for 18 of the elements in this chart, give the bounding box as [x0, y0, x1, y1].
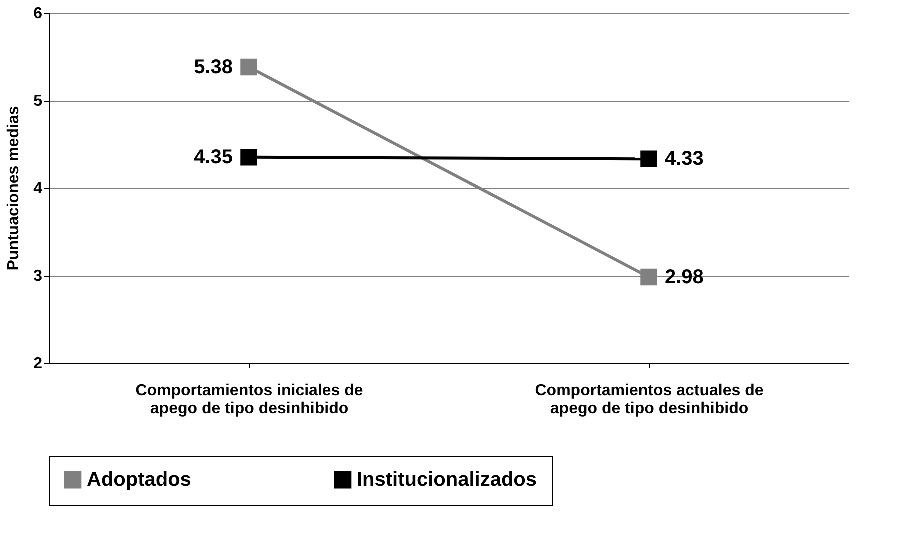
- y-tick-label: 4: [34, 180, 43, 198]
- y-tick-label: 3: [34, 268, 43, 285]
- legend-label: Institucionalizados: [357, 469, 538, 492]
- data-label: 5.38: [194, 56, 233, 78]
- legend-label: Adoptados: [87, 469, 192, 492]
- data-label: 4.33: [665, 148, 704, 170]
- y-tick-label: 6: [34, 6, 43, 22]
- y-tick-label: 5: [34, 93, 43, 110]
- point: [240, 58, 258, 76]
- y-axis-title: Puntuaciones medias: [6, 106, 23, 271]
- point: [640, 150, 658, 168]
- x-tick-label: Comportamientos iniciales de apego de tipo desinhibido: [136, 382, 364, 418]
- y-tick-label: 2: [34, 356, 43, 372]
- x-tick-label: Comportamientos actuales de apego de tipo desinhibido: [535, 382, 764, 418]
- point: [640, 268, 658, 286]
- data-label: 2.98: [665, 266, 704, 288]
- data-label: 4.35: [194, 146, 233, 168]
- point: [240, 149, 258, 166]
